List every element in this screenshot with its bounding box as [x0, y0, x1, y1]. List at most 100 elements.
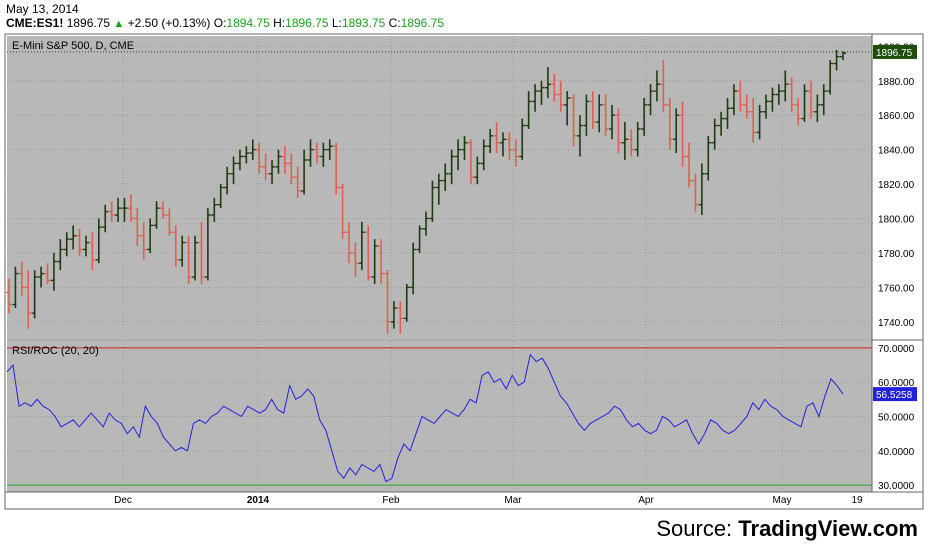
ohlc-bar: [840, 51, 846, 61]
ohlc-bar: [346, 221, 353, 264]
ohlc-bar: [660, 60, 667, 112]
source-brand: TradingView.com: [738, 516, 918, 541]
ohlc-bar: [390, 301, 397, 329]
ohlc-bar: [730, 84, 737, 116]
ohlc-bar: [262, 153, 269, 181]
ohlc-bar: [333, 142, 340, 195]
ohlc-bar: [557, 80, 564, 112]
ohlc-bar: [281, 146, 288, 174]
ohlc-bar: [570, 94, 577, 147]
ohlc-bar: [236, 149, 243, 171]
ohlc-bar: [243, 146, 250, 164]
ohlc-bar: [544, 66, 551, 98]
ohlc-bar: [602, 94, 609, 136]
ohlc-bar: [429, 180, 436, 222]
ohlc-bar: [230, 156, 237, 185]
price-tick-label: 1740.00: [878, 318, 915, 329]
ohlc-bar: [166, 208, 173, 236]
ohlc-bar: [698, 163, 705, 216]
ohlc-bar: [538, 80, 545, 105]
ohlc-bar: [358, 221, 365, 271]
ohlc-bar: [249, 139, 256, 160]
time-tick-label: Mar: [504, 495, 522, 506]
time-tick-label: Dec: [114, 495, 132, 506]
ohlc-bar: [384, 270, 391, 334]
ohlc-bar: [397, 301, 404, 334]
ohlc-bar: [38, 266, 45, 288]
time-tick-label: Feb: [382, 495, 400, 506]
ohlc-bar: [31, 270, 38, 319]
ohlc-bar: [775, 84, 782, 105]
ohlc-bar: [192, 235, 199, 281]
ohlc-bar: [63, 232, 70, 257]
ohlc-bar: [140, 221, 147, 260]
oscillator-last-value-badge: [873, 387, 917, 402]
ohlc-bar: [686, 142, 693, 188]
low-label: L:: [331, 16, 342, 30]
ohlc-bar: [275, 149, 282, 174]
ohlc-bar: [782, 70, 789, 102]
oscillator-panel-title: RSI/ROC (20, 20): [12, 345, 99, 357]
ohlc-bar: [506, 132, 513, 160]
ohlc-bar: [269, 159, 276, 185]
ohlc-bar: [448, 149, 455, 185]
ohlc-bar: [320, 142, 327, 167]
ohlc-bar: [807, 80, 814, 119]
chart-svg[interactable]: 1740.00 1760.00 1780.00 1800.00 1820.00 1840.…: [0, 0, 932, 516]
ohlc-bar: [711, 118, 718, 150]
ohlc-bar: [647, 84, 654, 116]
open-value: 1894.75: [226, 16, 270, 30]
high-label: H:: [273, 16, 286, 30]
ohlc-bar: [12, 266, 19, 309]
symbol-label[interactable]: CME:ES1!: [6, 16, 64, 30]
ohlc-bar: [115, 197, 122, 222]
ohlc-bar: [532, 84, 539, 112]
time-tick-label: 19: [851, 495, 863, 506]
ohlc-bar: [326, 139, 333, 160]
last-price: 1896.75: [66, 16, 111, 30]
ohlc-bar: [666, 97, 673, 150]
ohlc-bar: [493, 122, 500, 154]
ohlc-bar: [724, 97, 731, 129]
ohlc-bar: [788, 77, 795, 112]
ohlc-bar: [416, 225, 423, 253]
ohlc-bar: [628, 128, 635, 157]
ohlc-bar: [499, 132, 506, 157]
ohlc-bar: [609, 104, 616, 140]
ohlc-bar: [641, 97, 648, 136]
ohlc-bar: [576, 115, 583, 157]
last-price-badge-label: 1896.75: [876, 48, 913, 59]
chart-date: May 13, 2014: [6, 2, 79, 16]
ohlc-bar: [121, 197, 128, 222]
price-tick-label: 1780.00: [878, 249, 915, 260]
ohlc-bar: [474, 156, 481, 185]
ohlc-bar: [76, 228, 83, 257]
ohlc-bar: [621, 122, 628, 160]
oscillator-tick-label: 70.0000: [878, 344, 915, 355]
oscillator-tick-label: 30.0000: [878, 481, 915, 492]
ohlc-bar: [833, 49, 840, 71]
ohlc-bar: [198, 221, 205, 284]
ohlc-bar: [211, 197, 218, 222]
ohlc-bar: [442, 163, 449, 191]
ohlc-bar: [737, 80, 744, 112]
price-tick-label: 1760.00: [878, 283, 915, 294]
ohlc-bar: [820, 84, 827, 116]
ohlc-bar: [525, 91, 532, 129]
source-prefix: Source:: [656, 516, 739, 541]
ohlc-bar: [224, 166, 231, 195]
up-arrow-icon: ▲: [113, 18, 125, 30]
ohlc-bar: [679, 101, 686, 167]
ohlc-bar: [294, 166, 301, 198]
ohlc-bar: [487, 128, 494, 154]
ohlc-bar: [705, 135, 712, 181]
ohlc-bar: [288, 153, 295, 185]
ohlc-bar: [403, 283, 410, 322]
ohlc-bar: [127, 194, 134, 222]
time-tick-label: May: [773, 495, 792, 506]
oscillator-last-value-label: 56.5258: [876, 390, 913, 401]
high-value: 1896.75: [285, 16, 329, 30]
rsi-roc-line: [6, 353, 844, 483]
ohlc-bar: [583, 94, 590, 136]
ohlc-bar: [673, 108, 680, 154]
